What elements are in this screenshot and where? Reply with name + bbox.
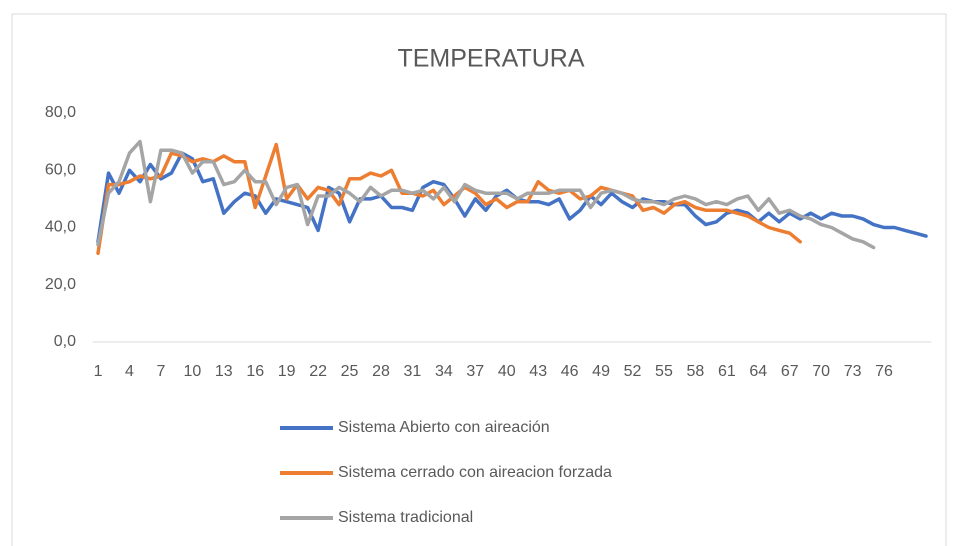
x-tick-label: 76 xyxy=(875,363,893,380)
x-tick-label: 43 xyxy=(529,363,547,380)
legend-label: Sistema cerrado con aireacion forzada xyxy=(338,464,612,481)
x-tick-label: 16 xyxy=(246,363,264,380)
series-line xyxy=(96,139,876,250)
x-tick-label: 1 xyxy=(94,363,103,380)
x-tick-label: 13 xyxy=(215,363,233,380)
x-tick-label: 25 xyxy=(341,363,359,380)
y-tick-label: 80,0 xyxy=(45,104,76,121)
x-tick-label: 28 xyxy=(372,363,390,380)
x-tick-label: 7 xyxy=(156,363,165,380)
x-tick-label: 46 xyxy=(561,363,579,380)
x-tick-label: 70 xyxy=(812,363,830,380)
series-line xyxy=(96,142,802,256)
x-tick-label: 52 xyxy=(624,363,642,380)
x-tick-label: 22 xyxy=(309,363,327,380)
x-tick-label: 40 xyxy=(498,363,516,380)
x-tick-label: 31 xyxy=(404,363,422,380)
chart-title: TEMPERATURA xyxy=(397,45,584,73)
chart-border xyxy=(11,13,947,546)
x-tick-label: 19 xyxy=(278,363,296,380)
legend-label: Sistema tradicional xyxy=(338,509,473,526)
x-tick-label: 4 xyxy=(125,363,134,380)
x-tick-label: 34 xyxy=(435,363,453,380)
legend-label: Sistema Abierto con aireación xyxy=(338,419,550,436)
x-tick-label: 10 xyxy=(183,363,201,380)
x-tick-label: 58 xyxy=(687,363,705,380)
x-tick-label: 64 xyxy=(749,363,767,380)
x-tick-label: 49 xyxy=(592,363,610,380)
x-tick-label: 37 xyxy=(466,363,484,380)
y-tick-label: 0,0 xyxy=(54,333,76,350)
y-tick-label: 40,0 xyxy=(45,219,76,236)
y-tick-label: 20,0 xyxy=(45,276,76,293)
x-tick-label: 67 xyxy=(781,363,799,380)
x-tick-label: 61 xyxy=(718,363,736,380)
y-tick-label: 60,0 xyxy=(45,161,76,178)
x-tick-label: 55 xyxy=(655,363,673,380)
x-tick-label: 73 xyxy=(844,363,862,380)
